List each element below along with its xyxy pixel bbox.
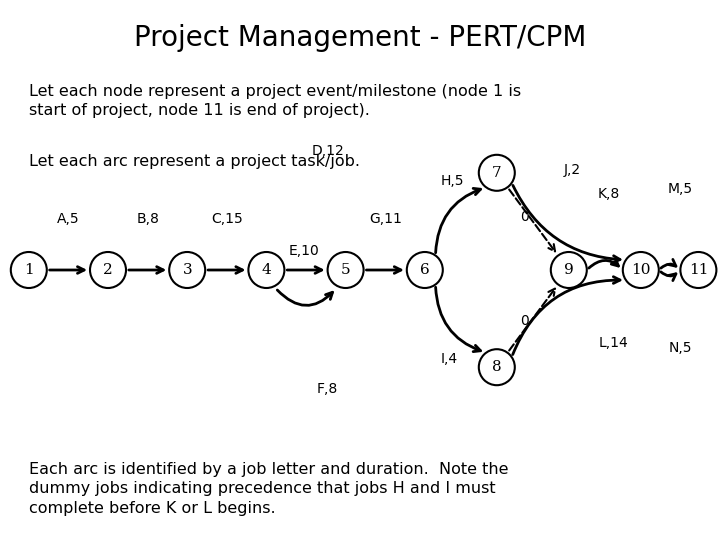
Text: A,5: A,5 — [57, 212, 80, 226]
Text: E,10: E,10 — [289, 244, 319, 258]
Ellipse shape — [623, 252, 659, 288]
Ellipse shape — [11, 252, 47, 288]
Text: 1: 1 — [24, 263, 34, 277]
Text: Let each arc represent a project task/job.: Let each arc represent a project task/jo… — [29, 154, 360, 169]
Ellipse shape — [248, 252, 284, 288]
Text: 0: 0 — [520, 314, 528, 328]
Ellipse shape — [328, 252, 364, 288]
Ellipse shape — [680, 252, 716, 288]
Text: 2: 2 — [103, 263, 113, 277]
Text: J,2: J,2 — [564, 163, 581, 177]
Ellipse shape — [407, 252, 443, 288]
Text: G,11: G,11 — [369, 212, 402, 226]
Text: Let each node represent a project event/milestone (node 1 is
start of project, n: Let each node represent a project event/… — [29, 84, 521, 118]
Text: 5: 5 — [341, 263, 351, 277]
Text: 7: 7 — [492, 166, 502, 180]
Text: N,5: N,5 — [669, 341, 692, 355]
Text: F,8: F,8 — [317, 382, 338, 396]
Text: C,15: C,15 — [211, 212, 243, 226]
Text: 11: 11 — [688, 263, 708, 277]
Ellipse shape — [479, 349, 515, 385]
Text: B,8: B,8 — [136, 212, 159, 226]
Text: 3: 3 — [182, 263, 192, 277]
Text: D,12: D,12 — [311, 144, 344, 158]
Text: 8: 8 — [492, 360, 502, 374]
Ellipse shape — [90, 252, 126, 288]
Text: 6: 6 — [420, 263, 430, 277]
Text: 9: 9 — [564, 263, 574, 277]
Text: L,14: L,14 — [598, 336, 629, 350]
Text: 0: 0 — [520, 210, 528, 224]
Text: Each arc is identified by a job letter and duration.  Note the
dummy jobs indica: Each arc is identified by a job letter a… — [29, 462, 508, 516]
Text: 4: 4 — [261, 263, 271, 277]
Text: H,5: H,5 — [441, 174, 464, 188]
Text: K,8: K,8 — [598, 187, 619, 201]
Ellipse shape — [169, 252, 205, 288]
Ellipse shape — [479, 155, 515, 191]
Text: M,5: M,5 — [668, 182, 693, 196]
Text: 10: 10 — [631, 263, 651, 277]
Ellipse shape — [551, 252, 587, 288]
Text: Project Management - PERT/CPM: Project Management - PERT/CPM — [134, 24, 586, 52]
Text: I,4: I,4 — [441, 352, 458, 366]
